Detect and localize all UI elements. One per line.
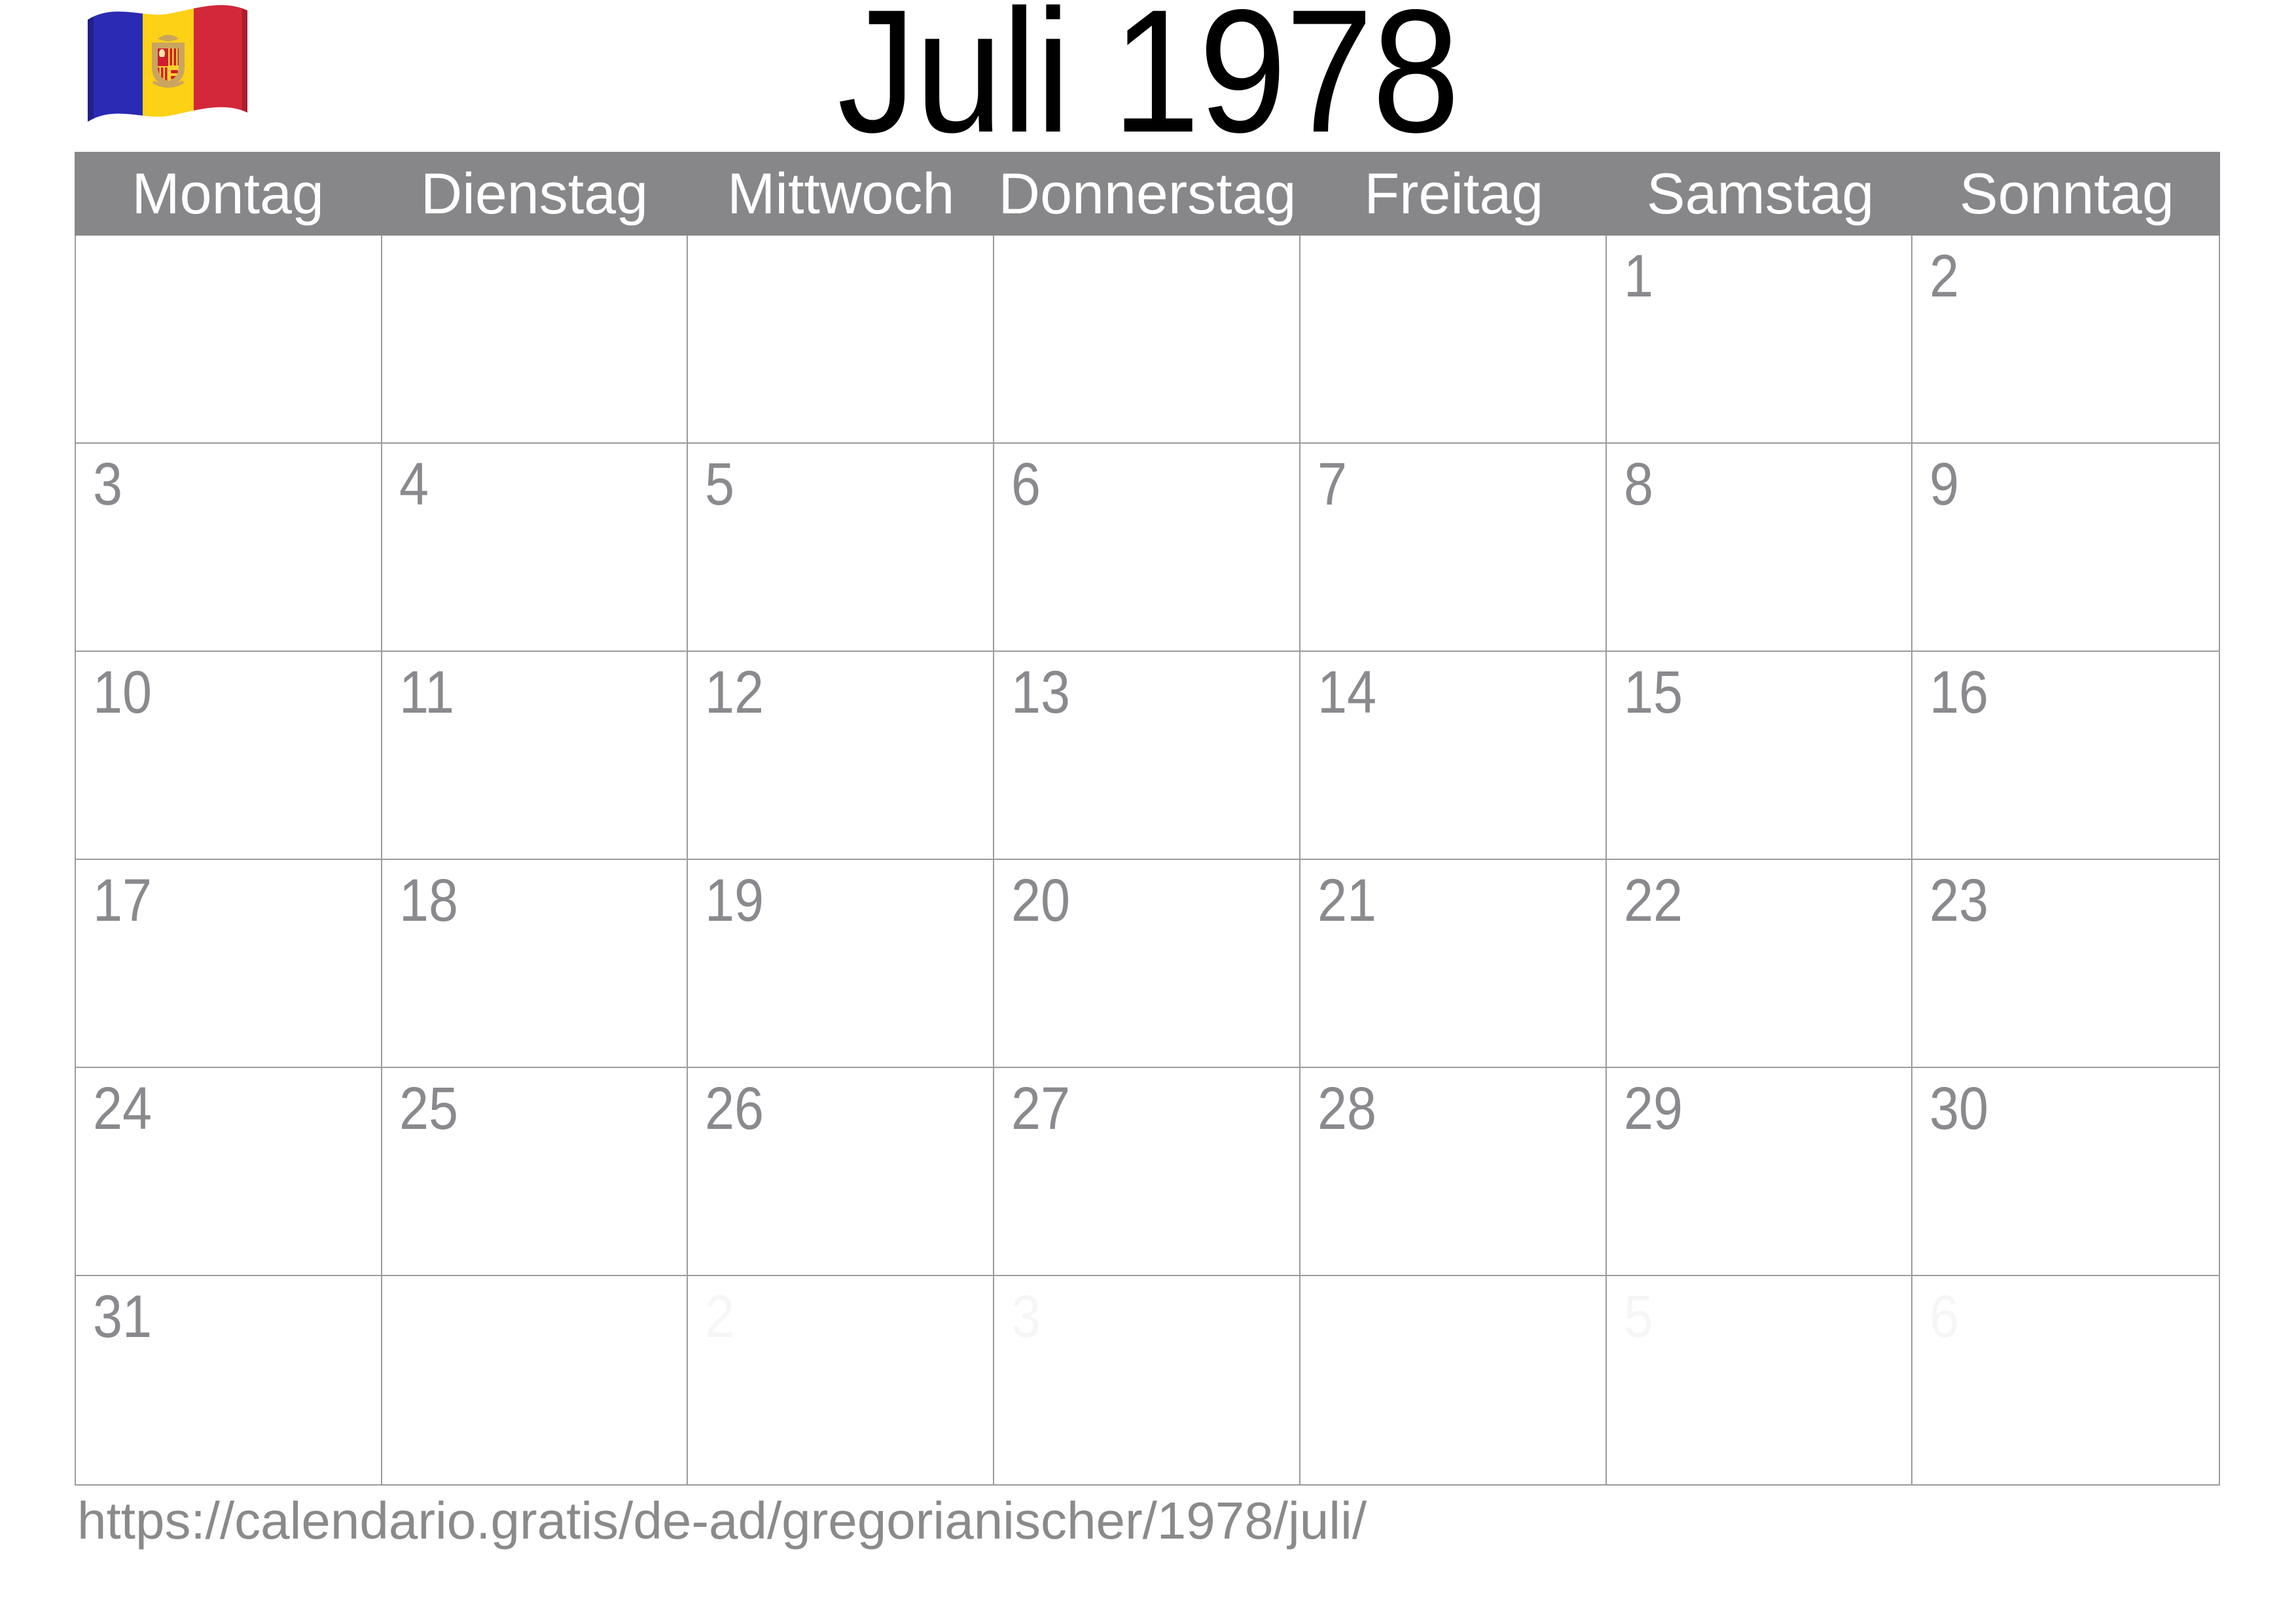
calendar-cell: 19 xyxy=(688,860,995,1068)
calendar-cell: 22 xyxy=(1606,860,1913,1068)
weekday-header-donnerstag: Donnerstag xyxy=(998,161,1297,226)
date-number: 2 xyxy=(1929,243,1960,310)
calendar-cell: 31 xyxy=(76,1276,382,1484)
calendar-cell: 6 xyxy=(1912,1276,2219,1484)
calendar-cell: 15 xyxy=(1606,652,1913,860)
calendar-cell: 1 xyxy=(1606,236,1913,444)
calendar-cell: 11 xyxy=(382,652,689,860)
date-number: 17 xyxy=(93,867,152,934)
calendar-cell xyxy=(382,1276,689,1484)
date-number: 23 xyxy=(1929,867,1989,934)
calendar-cell: 27 xyxy=(994,1068,1300,1276)
calendar-cell: 8 xyxy=(1606,444,1913,652)
page-title: Juli 1978 xyxy=(837,0,1460,169)
weekday-header-freitag: Freitag xyxy=(1364,161,1544,226)
date-number: 6 xyxy=(1011,451,1041,518)
ghost-date-artifact: 6 xyxy=(1929,1283,1960,1350)
calendar-grid: 1 2 3 4 5 6 7 8 9 10 11 12 13 14 15 16 1… xyxy=(75,236,2220,1486)
calendar-cell: 28 xyxy=(1300,1068,1607,1276)
calendar-cell: 14 xyxy=(1300,652,1607,860)
calendar-cell: 2 xyxy=(688,1276,995,1484)
calendar-cell: 2 xyxy=(1912,236,2219,444)
date-number: 26 xyxy=(705,1075,764,1142)
calendar-cell: 17 xyxy=(76,860,382,1068)
weekday-header-samstag: Samstag xyxy=(1646,161,1874,226)
calendar-cell xyxy=(76,236,382,444)
calendar-cell: 23 xyxy=(1912,860,2219,1068)
date-number: 31 xyxy=(93,1283,152,1350)
calendar-cell: 30 xyxy=(1912,1068,2219,1276)
date-number: 8 xyxy=(1623,451,1653,518)
date-number: 5 xyxy=(705,451,735,518)
calendar-cell: 21 xyxy=(1300,860,1607,1068)
date-number: 13 xyxy=(1011,659,1071,726)
calendar-cell: 13 xyxy=(994,652,1300,860)
calendar-cell: 9 xyxy=(1912,444,2219,652)
calendar-cell: 3 xyxy=(76,444,382,652)
date-number: 27 xyxy=(1011,1075,1071,1142)
date-number: 11 xyxy=(399,659,454,726)
date-number: 28 xyxy=(1317,1075,1376,1142)
date-number: 12 xyxy=(705,659,764,726)
date-number: 20 xyxy=(1011,867,1071,934)
date-number: 1 xyxy=(1623,243,1653,310)
ghost-date-artifact: 3 xyxy=(1011,1283,1041,1350)
calendar-cell: 12 xyxy=(688,652,995,860)
calendar-cell xyxy=(382,236,689,444)
calendar-cell: 26 xyxy=(688,1068,995,1276)
calendar-cell: 6 xyxy=(994,444,1300,652)
date-number: 19 xyxy=(705,867,764,934)
calendar-cell: 16 xyxy=(1912,652,2219,860)
calendar-cell: 5 xyxy=(1606,1276,1913,1484)
date-number: 21 xyxy=(1317,867,1376,934)
date-number: 4 xyxy=(399,451,429,518)
andorra-flag-icon xyxy=(79,1,257,130)
ghost-date-artifact: 5 xyxy=(1623,1283,1653,1350)
weekday-header-mittwoch: Mittwoch xyxy=(727,161,955,226)
calendar-cell: 29 xyxy=(1606,1068,1913,1276)
calendar-cell: 10 xyxy=(76,652,382,860)
calendar-cell: 25 xyxy=(382,1068,689,1276)
date-number: 24 xyxy=(93,1075,152,1142)
calendar-cell xyxy=(994,236,1300,444)
footer-url[interactable]: https://calendario.gratis/de-ad/gregoria… xyxy=(77,1491,1367,1550)
date-number: 14 xyxy=(1317,659,1376,726)
calendar-cell: 18 xyxy=(382,860,689,1068)
date-number: 29 xyxy=(1623,1075,1683,1142)
calendar-cell xyxy=(1300,236,1607,444)
date-number: 25 xyxy=(399,1075,458,1142)
date-number: 10 xyxy=(93,659,152,726)
calendar-cell: 7 xyxy=(1300,444,1607,652)
weekday-header-dienstag: Dienstag xyxy=(420,161,649,226)
date-number: 16 xyxy=(1929,659,1989,726)
date-number: 18 xyxy=(399,867,458,934)
calendar-cell xyxy=(1300,1276,1607,1484)
date-number: 22 xyxy=(1623,867,1683,934)
date-number: 15 xyxy=(1623,659,1683,726)
date-number: 30 xyxy=(1929,1075,1989,1142)
date-number: 7 xyxy=(1317,451,1347,518)
weekday-header-row: Montag Dienstag Mittwoch Donnerstag Frei… xyxy=(75,152,2220,236)
weekday-header-sonntag: Sonntag xyxy=(1959,161,2174,226)
calendar-cell: 3 xyxy=(994,1276,1300,1484)
calendar-cell xyxy=(688,236,995,444)
calendar-cell: 5 xyxy=(688,444,995,652)
calendar-cell: 4 xyxy=(382,444,689,652)
date-number: 3 xyxy=(93,451,123,518)
date-number: 9 xyxy=(1929,451,1960,518)
weekday-header-montag: Montag xyxy=(132,161,324,226)
calendar-cell: 24 xyxy=(76,1068,382,1276)
calendar-table: Montag Dienstag Mittwoch Donnerstag Frei… xyxy=(75,152,2220,1486)
ghost-date-artifact: 2 xyxy=(705,1283,735,1350)
calendar-cell: 20 xyxy=(994,860,1300,1068)
